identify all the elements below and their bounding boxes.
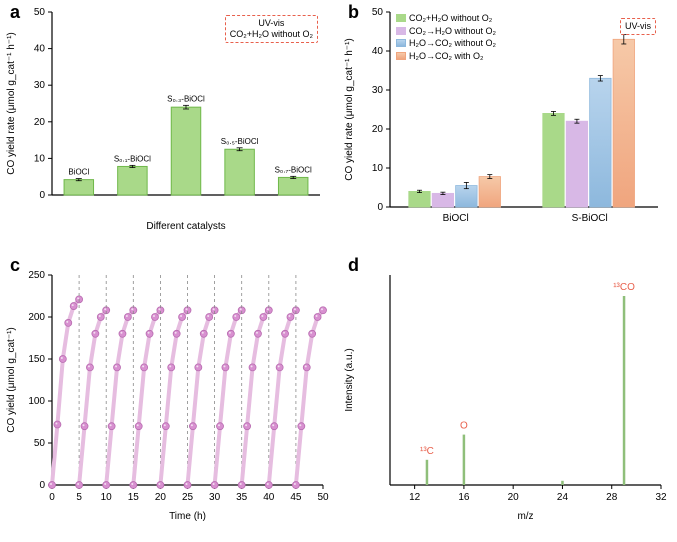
svg-text:12: 12 <box>409 492 421 503</box>
svg-text:20: 20 <box>372 124 384 135</box>
svg-text:28: 28 <box>606 492 618 503</box>
svg-text:50: 50 <box>34 7 46 18</box>
svg-text:150: 150 <box>28 354 45 365</box>
svg-text:16: 16 <box>458 492 470 503</box>
svg-text:45: 45 <box>290 492 302 503</box>
svg-text:40: 40 <box>372 46 384 57</box>
legend-b-item-1: CO₂→H₂O without O₂ <box>409 25 496 38</box>
svg-text:0: 0 <box>39 480 45 491</box>
svg-text:BiOCl: BiOCl <box>443 213 469 224</box>
panel-c: c 0 50 100 150 200 250 0 5 10 15 20 25 30 35 40 45 50 CO … <box>0 255 338 525</box>
svg-text:CO yield rate (μmol g_cat⁻¹ h⁻: CO yield rate (μmol g_cat⁻¹ h⁻¹) <box>6 32 17 174</box>
svg-text:30: 30 <box>34 80 46 91</box>
svg-text:5: 5 <box>76 492 82 503</box>
svg-text:15: 15 <box>128 492 140 503</box>
svg-text:BiOCl: BiOCl <box>68 168 89 177</box>
svg-text:40: 40 <box>263 492 275 503</box>
svg-text:S₀.₇-BiOCl: S₀.₇-BiOCl <box>275 165 312 174</box>
panel-d-label: d <box>348 255 359 276</box>
svg-text:40: 40 <box>34 44 46 55</box>
svg-text:50: 50 <box>34 438 46 449</box>
svg-text:10: 10 <box>372 163 384 174</box>
svg-text:0: 0 <box>39 190 45 201</box>
legend-a-line1: UV-vis <box>230 18 313 29</box>
chart-c: 0 50 100 150 200 250 0 5 10 15 20 25 30 35 40 45 50 CO yi… <box>0 255 338 525</box>
svg-text:0: 0 <box>49 492 55 503</box>
svg-text:20: 20 <box>155 492 167 503</box>
svg-text:CO yield rate (μmol g_cat⁻¹ h⁻: CO yield rate (μmol g_cat⁻¹ h⁻¹) <box>344 38 355 180</box>
panel-a-label: a <box>10 2 20 23</box>
svg-text:20: 20 <box>508 492 520 503</box>
svg-text:¹³C: ¹³C <box>420 446 434 457</box>
svg-text:Time (h): Time (h) <box>169 511 206 522</box>
legend-b: CO₂+H₂O without O₂CO₂→H₂O without O₂H₂O→… <box>396 12 496 62</box>
chart-d: 121620242832Intensity (a.u.)m/z¹³CO¹³CO <box>338 255 676 525</box>
legend-a: UV-vis CO₂+H₂O without O₂ <box>225 15 318 43</box>
svg-text:20: 20 <box>34 117 46 128</box>
svg-text:24: 24 <box>557 492 569 503</box>
svg-text:50: 50 <box>317 492 329 503</box>
svg-text:O: O <box>460 421 468 432</box>
svg-text:10: 10 <box>101 492 113 503</box>
panel-a: a 0 10 20 30 40 50 CO yield rate (μmol g_cat⁻¹… <box>0 0 338 235</box>
legend-a-line2: CO₂+H₂O without O₂ <box>230 29 313 40</box>
legend-b-item-2: H₂O→CO₂ without O₂ <box>409 37 496 50</box>
legend-b-uv-text: UV-vis <box>625 21 651 31</box>
svg-text:S-BiOCl: S-BiOCl <box>572 213 608 224</box>
svg-text:250: 250 <box>28 270 45 281</box>
svg-text:S₀.₁-BiOCl: S₀.₁-BiOCl <box>114 154 151 163</box>
panel-b: b 0 10 20 30 40 50 CO yield rate (μmol g_cat⁻¹… <box>338 0 676 235</box>
chart-b: 0 10 20 30 40 50 CO yield rate (μmol g_cat⁻¹ h… <box>338 0 676 235</box>
legend-b-item-3: H₂O→CO₂ with O₂ <box>409 50 484 63</box>
svg-text:100: 100 <box>28 396 45 407</box>
svg-text:Intensity (a.u.): Intensity (a.u.) <box>344 348 355 411</box>
svg-text:30: 30 <box>372 85 384 96</box>
svg-text:0: 0 <box>377 202 383 213</box>
svg-text:30: 30 <box>209 492 221 503</box>
svg-text:CO yield (μmol g_cat⁻¹): CO yield (μmol g_cat⁻¹) <box>6 327 17 433</box>
panel-c-label: c <box>10 255 20 276</box>
svg-text:35: 35 <box>236 492 248 503</box>
svg-text:Different catalysts: Different catalysts <box>146 221 225 232</box>
panel-d: d 121620242832Intensity (a.u.)m/z¹³CO¹³C… <box>338 255 676 525</box>
svg-text:50: 50 <box>372 7 384 18</box>
svg-text:S₀.₅-BiOCl: S₀.₅-BiOCl <box>221 137 259 146</box>
legend-b-uv: UV-vis <box>620 18 656 35</box>
svg-text:32: 32 <box>655 492 667 503</box>
svg-text:10: 10 <box>34 153 46 164</box>
svg-text:25: 25 <box>182 492 194 503</box>
svg-text:¹³CO: ¹³CO <box>613 282 635 293</box>
svg-text:200: 200 <box>28 312 45 323</box>
svg-text:S₀.₃-BiOCl: S₀.₃-BiOCl <box>167 94 205 103</box>
panel-b-label: b <box>348 2 359 23</box>
svg-text:m/z: m/z <box>517 511 533 522</box>
legend-b-item-0: CO₂+H₂O without O₂ <box>409 12 492 25</box>
